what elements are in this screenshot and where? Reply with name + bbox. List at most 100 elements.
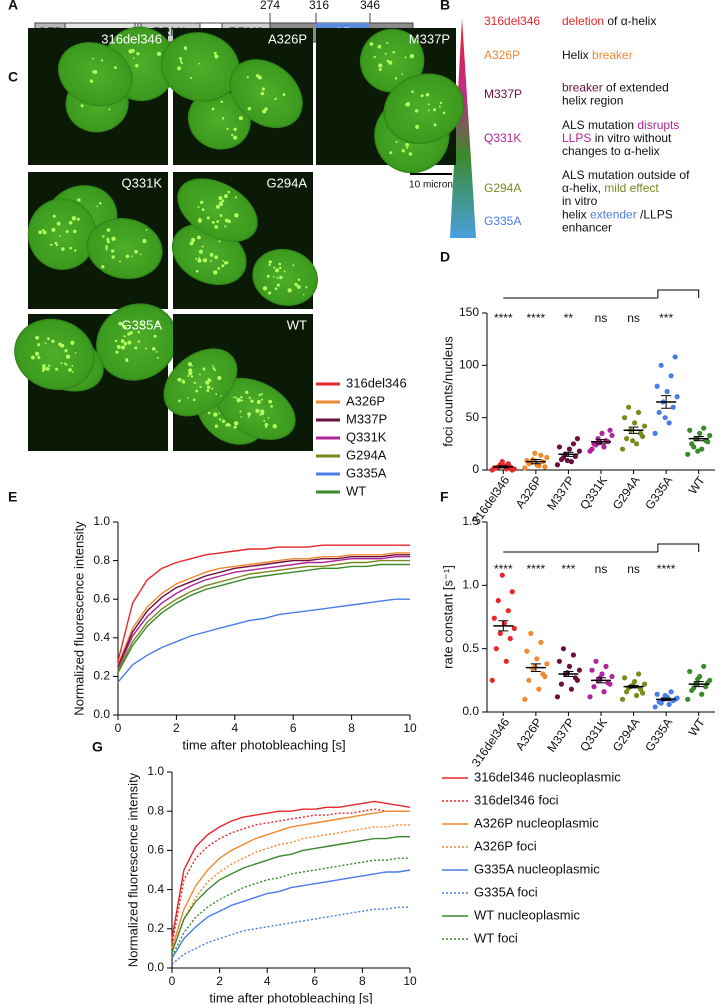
focus [214, 255, 219, 260]
focus [247, 412, 251, 416]
focus [120, 345, 126, 350]
focus [198, 249, 203, 254]
error-bar [530, 663, 541, 672]
focus [139, 322, 143, 326]
legend-label: A326P [346, 393, 385, 408]
error-bar [693, 436, 704, 442]
focus [52, 214, 56, 218]
x-tick-label: WT [686, 473, 709, 497]
mutation-label: Q331K [484, 131, 521, 145]
data-point [656, 409, 662, 416]
y-tick-label: 0.0 [93, 707, 110, 721]
micrograph-label: A326P [268, 31, 307, 46]
data-point [631, 420, 638, 426]
focus [30, 355, 35, 360]
focus [44, 342, 47, 344]
focus [442, 111, 446, 115]
y-tick-label: 0.5 [462, 641, 479, 655]
x-tick-label: Q331K [577, 716, 610, 755]
focus [432, 108, 437, 112]
effect-segment: ALS mutation [562, 118, 637, 132]
focus [72, 229, 77, 234]
effect-segment: breaker [562, 81, 603, 95]
focus [270, 404, 273, 408]
focus [213, 270, 218, 275]
nucleus [359, 28, 425, 93]
focus [125, 359, 129, 363]
focus [227, 190, 230, 194]
focus [213, 51, 217, 55]
focus [142, 239, 147, 244]
focus [211, 364, 214, 367]
micrograph: WT [163, 314, 313, 451]
data-point [542, 464, 548, 470]
focus [65, 363, 68, 366]
focus [223, 194, 228, 199]
focus [211, 107, 215, 111]
focus [48, 364, 51, 367]
focus [261, 398, 264, 401]
y-tick-label: 0.4 [147, 882, 164, 896]
effect-text: ALS mutation outside of [562, 168, 690, 182]
focus [220, 100, 223, 104]
data-line [117, 563, 410, 673]
panel-label: F [440, 489, 449, 505]
data-point [524, 648, 530, 654]
focus [206, 389, 210, 392]
focus [192, 398, 196, 402]
focus [58, 235, 61, 237]
data-point [670, 404, 676, 410]
data-point [685, 451, 691, 457]
data-point [701, 663, 707, 670]
data-point [621, 415, 628, 421]
data-point [672, 354, 678, 360]
focus [248, 396, 251, 399]
micrograph: G335A [14, 303, 178, 451]
data-point [509, 467, 515, 473]
focus [181, 62, 183, 65]
data-point [668, 689, 674, 695]
data-point [621, 675, 628, 681]
x-tick-label: G294A [610, 474, 643, 513]
focus [369, 42, 374, 46]
data-point [662, 692, 668, 699]
focus [123, 341, 128, 346]
x-tick-label: 0 [169, 974, 176, 988]
focus [260, 91, 265, 96]
nucleus [383, 73, 465, 145]
focus [93, 69, 98, 74]
focus [195, 389, 199, 393]
focus [201, 245, 204, 248]
data-point [674, 394, 680, 400]
data-point [564, 457, 571, 464]
focus [99, 201, 102, 205]
data-point [635, 671, 642, 677]
significance: *** [561, 562, 575, 576]
data-point [658, 700, 664, 706]
focus [206, 385, 211, 389]
data-point [544, 454, 550, 461]
panel-label: G [92, 739, 103, 755]
x-tick-label: A326P [513, 716, 545, 754]
effect-segment: in vitro without [591, 131, 672, 145]
significance: **** [494, 311, 513, 325]
data-point [658, 362, 664, 368]
focus [224, 218, 229, 223]
y-tick-label: 150 [459, 305, 479, 319]
focus [214, 369, 217, 372]
effect-segment: /LLPS [637, 208, 673, 222]
data-point [699, 691, 705, 697]
focus [221, 419, 226, 423]
data-point [536, 686, 542, 692]
data-point [635, 409, 642, 416]
focus [273, 266, 276, 269]
focus [266, 274, 270, 278]
data-point [566, 663, 573, 670]
focus [51, 339, 55, 343]
focus [276, 283, 280, 287]
data-point [574, 677, 581, 683]
focus [202, 258, 208, 263]
data-point [554, 462, 561, 468]
data-point [509, 589, 515, 595]
focus [119, 260, 122, 263]
